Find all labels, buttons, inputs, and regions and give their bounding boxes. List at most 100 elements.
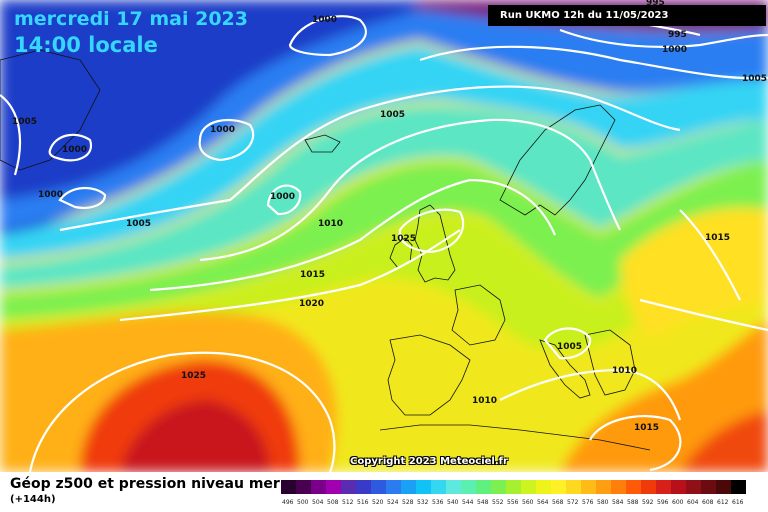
scale-swatch	[506, 480, 521, 494]
isobar-label: 1000	[62, 145, 87, 155]
scale-label: 564	[537, 499, 549, 506]
scale-swatch	[731, 480, 746, 494]
color-scale: 496 500 504 508 512 516 520 524 528 532 536 540 544 5…	[281, 480, 746, 506]
isobar-1025-azores	[28, 351, 336, 472]
coast-iceland	[304, 134, 341, 153]
scale-swatch	[491, 480, 506, 494]
field-band-yellow-east	[620, 207, 768, 340]
scale-label: 592	[642, 499, 654, 506]
field-band-red-east	[680, 410, 768, 472]
isobar-label: 1005	[557, 342, 582, 352]
scale-swatch	[371, 480, 386, 494]
scale-label: 608	[702, 499, 714, 506]
isobar-label: 1000	[662, 45, 687, 55]
isobar-1010-main	[199, 118, 621, 262]
scale-label: 588	[627, 499, 639, 506]
isobar-label: 995	[668, 30, 687, 40]
scale-label: 568	[552, 499, 564, 506]
scale-label: 560	[522, 499, 534, 506]
scale-label: 600	[672, 499, 684, 506]
isobar-1000-west	[48, 133, 93, 162]
isobar-label: 1005	[126, 219, 151, 229]
scale-label: 500	[297, 499, 309, 506]
isobar-label: 1000	[38, 190, 63, 200]
scale-swatch	[551, 480, 566, 494]
isobar-label: 1010	[472, 396, 497, 406]
isobar-label: 1025	[391, 234, 416, 244]
isobar-1000-ne	[559, 28, 768, 48]
scale-label: 572	[567, 499, 579, 506]
field-band-teal	[0, 105, 768, 290]
isobar-1025-uk	[398, 208, 465, 254]
isobar-1010-balkans	[499, 368, 682, 421]
scale-label: 496	[282, 499, 294, 506]
isobar-1000-sw-iceland	[58, 187, 107, 209]
isobar-1005-top	[419, 45, 768, 80]
scale-swatch	[716, 480, 731, 494]
isobar-1005-italy	[543, 327, 592, 360]
isobar-label: 1010	[612, 366, 637, 376]
coast-north-africa	[379, 424, 651, 451]
scale-swatch	[341, 480, 356, 494]
scale-label: 616	[732, 499, 744, 506]
isobar-label: 1000	[312, 15, 337, 25]
isobar-label: 1005	[380, 110, 405, 120]
scale-swatch	[281, 480, 296, 494]
isobar-label: 1010	[318, 219, 343, 229]
coastlines	[0, 49, 651, 451]
model-run-label: Run UKMO 12h du 11/05/2023	[488, 5, 766, 26]
field-band-dark-red	[120, 400, 270, 472]
scale-swatch	[566, 480, 581, 494]
scale-label: 552	[492, 499, 504, 506]
coast-greenland	[0, 49, 101, 171]
isobar-label: 1020	[299, 299, 324, 309]
scale-label: 520	[372, 499, 384, 506]
scale-swatch	[656, 480, 671, 494]
scale-label: 532	[417, 499, 429, 506]
scale-swatch	[296, 480, 311, 494]
isobar-label: 1005	[12, 117, 37, 127]
isobar-1010-east	[639, 298, 768, 332]
legend-footer: Géop z500 et pression niveau mer (+144h)…	[0, 472, 768, 512]
scale-label: 544	[462, 499, 474, 506]
isobar-labels: 1000 995 995 1000 1005 1005 1000 1000 10…	[12, 0, 767, 433]
scale-label: 596	[657, 499, 669, 506]
scale-swatch	[386, 480, 401, 494]
scale-label: 504	[312, 499, 324, 506]
scale-swatch	[476, 480, 491, 494]
scale-label: 580	[597, 499, 609, 506]
coast-scandinavia	[499, 104, 616, 216]
geopotential-field	[0, 0, 768, 472]
scale-swatch	[416, 480, 431, 494]
scale-label: 528	[402, 499, 414, 506]
scale-label: 556	[507, 499, 519, 506]
scale-swatch	[356, 480, 371, 494]
scale-swatch	[311, 480, 326, 494]
scale-swatch	[461, 480, 476, 494]
scale-label: 584	[612, 499, 624, 506]
scale-swatch	[671, 480, 686, 494]
scale-label: 612	[717, 499, 729, 506]
isobar-label: 1015	[300, 270, 325, 280]
coast-iberia	[387, 334, 471, 416]
coast-france	[451, 284, 506, 346]
isobar-1015-main	[149, 178, 557, 292]
isobars	[0, 15, 768, 472]
scale-swatch	[446, 480, 461, 494]
isobar-1005-west	[0, 94, 22, 176]
copyright-text: Copyright 2023 Meteociel.fr	[350, 456, 508, 467]
isobar-label: 1005	[742, 74, 767, 84]
scale-swatch	[581, 480, 596, 494]
isobar-1000-north	[288, 15, 367, 57]
forecast-date: mercredi 17 mai 2023	[14, 8, 248, 30]
isobar-1015-south	[589, 415, 682, 472]
isobar-label: 1015	[634, 423, 659, 433]
scale-label: 576	[582, 499, 594, 506]
isobar-label: 1000	[270, 192, 295, 202]
scale-label: 508	[327, 499, 339, 506]
chart-title: Géop z500 et pression niveau mer	[10, 476, 280, 492]
field-band-blue	[0, 10, 768, 230]
coast-great-britain	[414, 204, 456, 283]
scale-label: 548	[477, 499, 489, 506]
